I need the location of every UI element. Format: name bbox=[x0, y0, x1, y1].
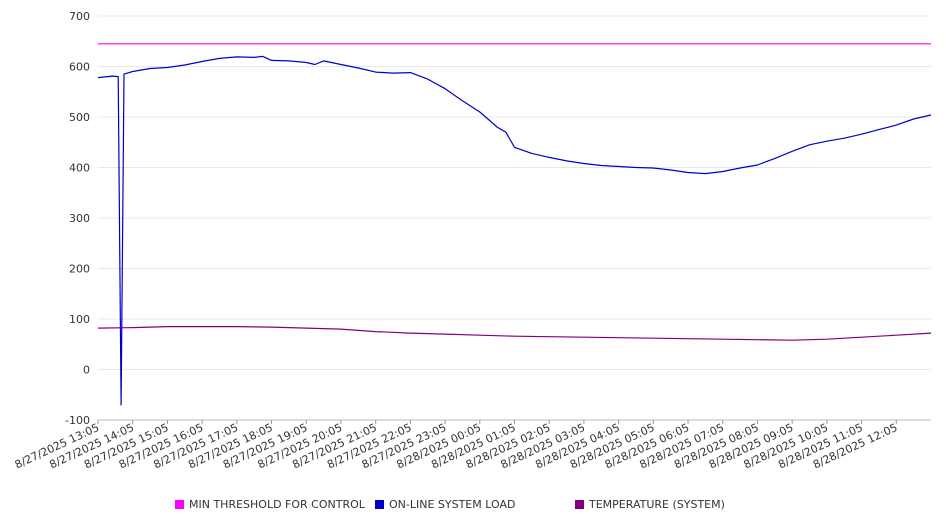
series-line-temperature bbox=[97, 326, 932, 341]
legend-item-system-load[interactable]: ON-LINE SYSTEM LOAD bbox=[375, 498, 515, 511]
y-tick-label: 200 bbox=[69, 263, 90, 276]
y-tick-label: 100 bbox=[69, 313, 90, 326]
grid-lines bbox=[98, 15, 931, 421]
y-tick-label: 0 bbox=[83, 364, 90, 377]
legend-item-threshold[interactable]: MIN THRESHOLD FOR CONTROL bbox=[175, 498, 365, 511]
series-line-system-load bbox=[97, 55, 932, 406]
y-tick-label: 600 bbox=[69, 61, 90, 74]
legend-item-temperature[interactable]: TEMPERATURE (SYSTEM) bbox=[575, 498, 725, 511]
legend-swatch-threshold bbox=[175, 500, 184, 509]
legend-label-system-load: ON-LINE SYSTEM LOAD bbox=[389, 498, 516, 511]
y-tick-label: 300 bbox=[69, 212, 90, 225]
legend-swatch-system-load bbox=[375, 500, 384, 509]
series-lines bbox=[97, 43, 932, 406]
x-axis: 8/27/2025 13:058/27/2025 14:058/27/2025 … bbox=[13, 419, 931, 471]
y-tick-label: -100 bbox=[65, 414, 90, 427]
y-tick-label: 500 bbox=[69, 111, 90, 124]
legend-label-temperature: TEMPERATURE (SYSTEM) bbox=[589, 498, 725, 511]
y-tick-label: 700 bbox=[69, 10, 90, 23]
legend-label-threshold: MIN THRESHOLD FOR CONTROL bbox=[189, 498, 365, 511]
legend-swatch-temperature bbox=[575, 500, 584, 509]
y-axis-ticks: -100 0 100 200 300 400 500 600 700 bbox=[65, 10, 90, 427]
y-tick-label: 400 bbox=[69, 162, 90, 175]
legend: MIN THRESHOLD FOR CONTROL ON-LINE SYSTEM… bbox=[0, 498, 946, 514]
